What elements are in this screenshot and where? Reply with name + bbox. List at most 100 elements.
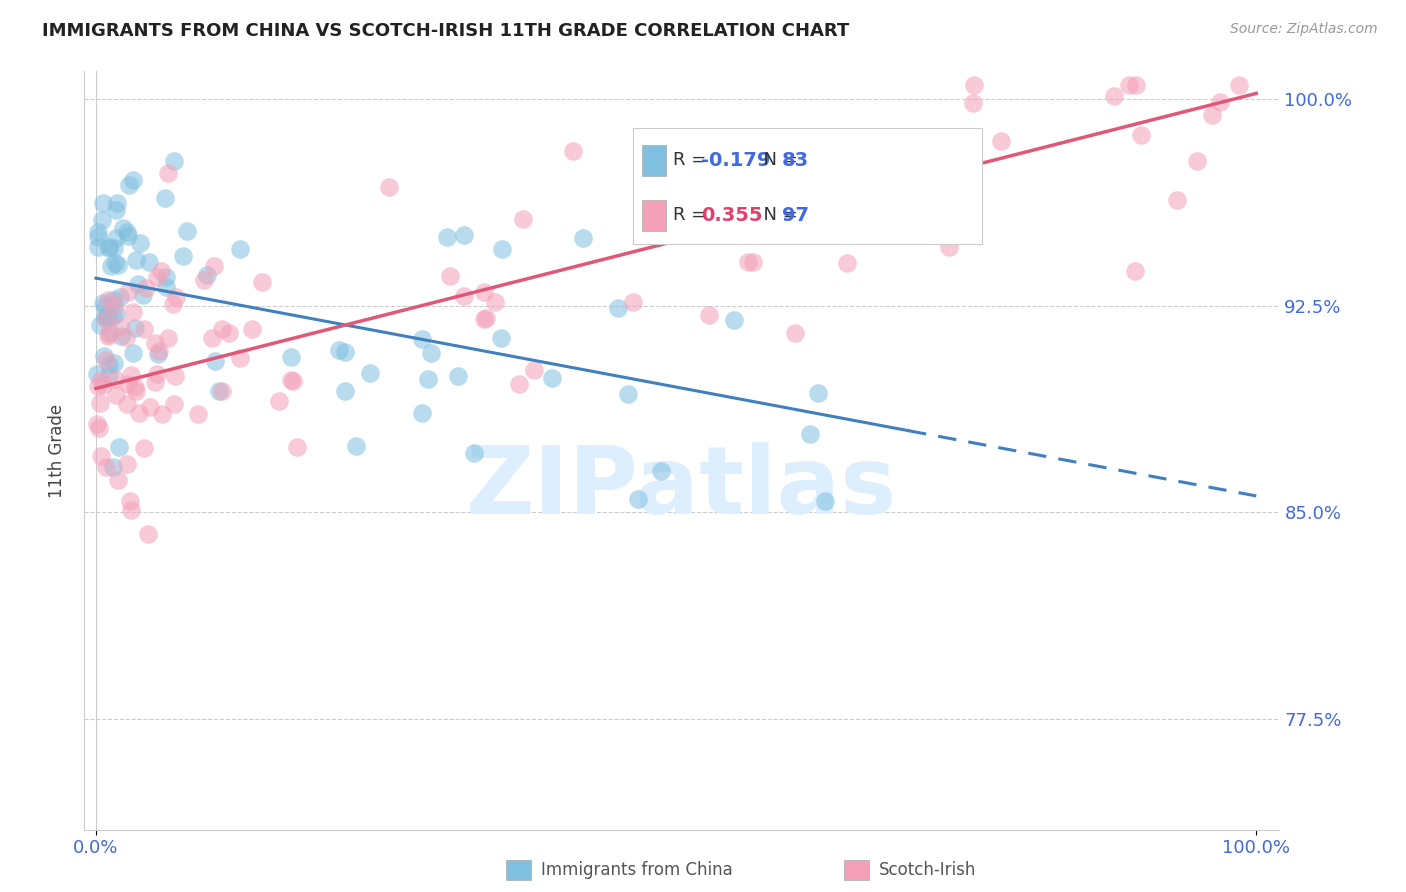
Point	[146, 368, 169, 382]
Point	[333, 384, 356, 398]
Point	[103, 241, 125, 255]
Point	[104, 255, 127, 269]
Point	[94, 310, 117, 325]
Point	[446, 369, 468, 384]
Point	[136, 527, 159, 541]
Point	[201, 331, 224, 345]
Point	[120, 503, 142, 517]
Text: N =: N =	[752, 206, 803, 224]
Point	[138, 255, 160, 269]
Text: N =: N =	[752, 152, 803, 169]
Point	[97, 329, 120, 343]
Point	[121, 345, 143, 359]
Point	[103, 310, 125, 324]
Point	[344, 439, 367, 453]
Point	[107, 258, 129, 272]
Point	[97, 327, 120, 342]
Point	[741, 255, 763, 269]
Point	[280, 350, 302, 364]
Point	[122, 172, 145, 186]
Point	[783, 326, 806, 340]
Text: IMMIGRANTS FROM CHINA VS SCOTCH-IRISH 11TH GRADE CORRELATION CHART: IMMIGRANTS FROM CHINA VS SCOTCH-IRISH 11…	[42, 22, 849, 40]
Point	[333, 345, 356, 359]
Point	[97, 368, 120, 382]
Point	[150, 407, 173, 421]
Point	[1209, 95, 1232, 109]
Point	[127, 277, 149, 291]
Point	[472, 285, 495, 299]
Point	[1129, 128, 1152, 142]
Point	[523, 362, 546, 376]
Point	[813, 494, 835, 508]
Point	[208, 384, 231, 398]
Point	[240, 322, 263, 336]
Point	[155, 280, 177, 294]
Point	[100, 259, 122, 273]
Point	[285, 440, 308, 454]
Point	[115, 225, 138, 239]
Point	[165, 290, 187, 304]
Point	[541, 370, 564, 384]
Text: 83: 83	[782, 151, 810, 169]
Point	[107, 195, 129, 210]
Point	[91, 195, 114, 210]
Point	[105, 231, 128, 245]
Text: 97: 97	[782, 206, 808, 225]
Point	[1118, 78, 1140, 92]
Point	[132, 322, 155, 336]
Point	[138, 400, 160, 414]
Point	[87, 225, 110, 239]
Text: Source: ZipAtlas.com: Source: ZipAtlas.com	[1230, 22, 1378, 37]
Point	[453, 288, 475, 302]
Point	[148, 344, 170, 359]
Point	[172, 248, 194, 262]
Point	[124, 320, 146, 334]
Point	[89, 421, 111, 435]
Point	[737, 255, 759, 269]
Point	[463, 446, 485, 460]
Point	[90, 212, 112, 227]
Point	[153, 190, 176, 204]
Point	[96, 352, 118, 367]
Point	[176, 224, 198, 238]
Point	[1166, 193, 1188, 207]
Point	[1185, 153, 1208, 168]
Point	[807, 386, 830, 401]
Point	[838, 145, 860, 160]
Point	[1227, 78, 1250, 92]
Point	[108, 441, 131, 455]
Point	[94, 311, 117, 326]
Point	[94, 459, 117, 474]
Point	[617, 387, 640, 401]
Point	[118, 178, 141, 193]
Point	[799, 427, 821, 442]
Point	[117, 229, 139, 244]
Point	[411, 332, 433, 346]
Point	[229, 242, 252, 256]
Point	[87, 379, 110, 393]
Point	[87, 229, 110, 244]
Point	[90, 373, 112, 387]
Point	[101, 460, 124, 475]
Point	[204, 353, 226, 368]
Point	[936, 210, 959, 224]
Point	[91, 378, 114, 392]
Point	[378, 180, 401, 194]
Point	[103, 293, 125, 307]
Point	[120, 494, 142, 508]
Point	[98, 241, 121, 255]
Point	[103, 356, 125, 370]
Point	[187, 407, 209, 421]
Point	[697, 308, 720, 322]
Point	[1125, 78, 1147, 92]
Point	[104, 297, 127, 311]
Point	[281, 374, 304, 388]
Point	[94, 299, 117, 313]
Point	[150, 264, 173, 278]
Point	[93, 349, 115, 363]
Point	[229, 351, 252, 365]
Point	[145, 376, 167, 390]
Point	[1201, 108, 1223, 122]
Point	[453, 227, 475, 242]
Point	[436, 230, 458, 244]
